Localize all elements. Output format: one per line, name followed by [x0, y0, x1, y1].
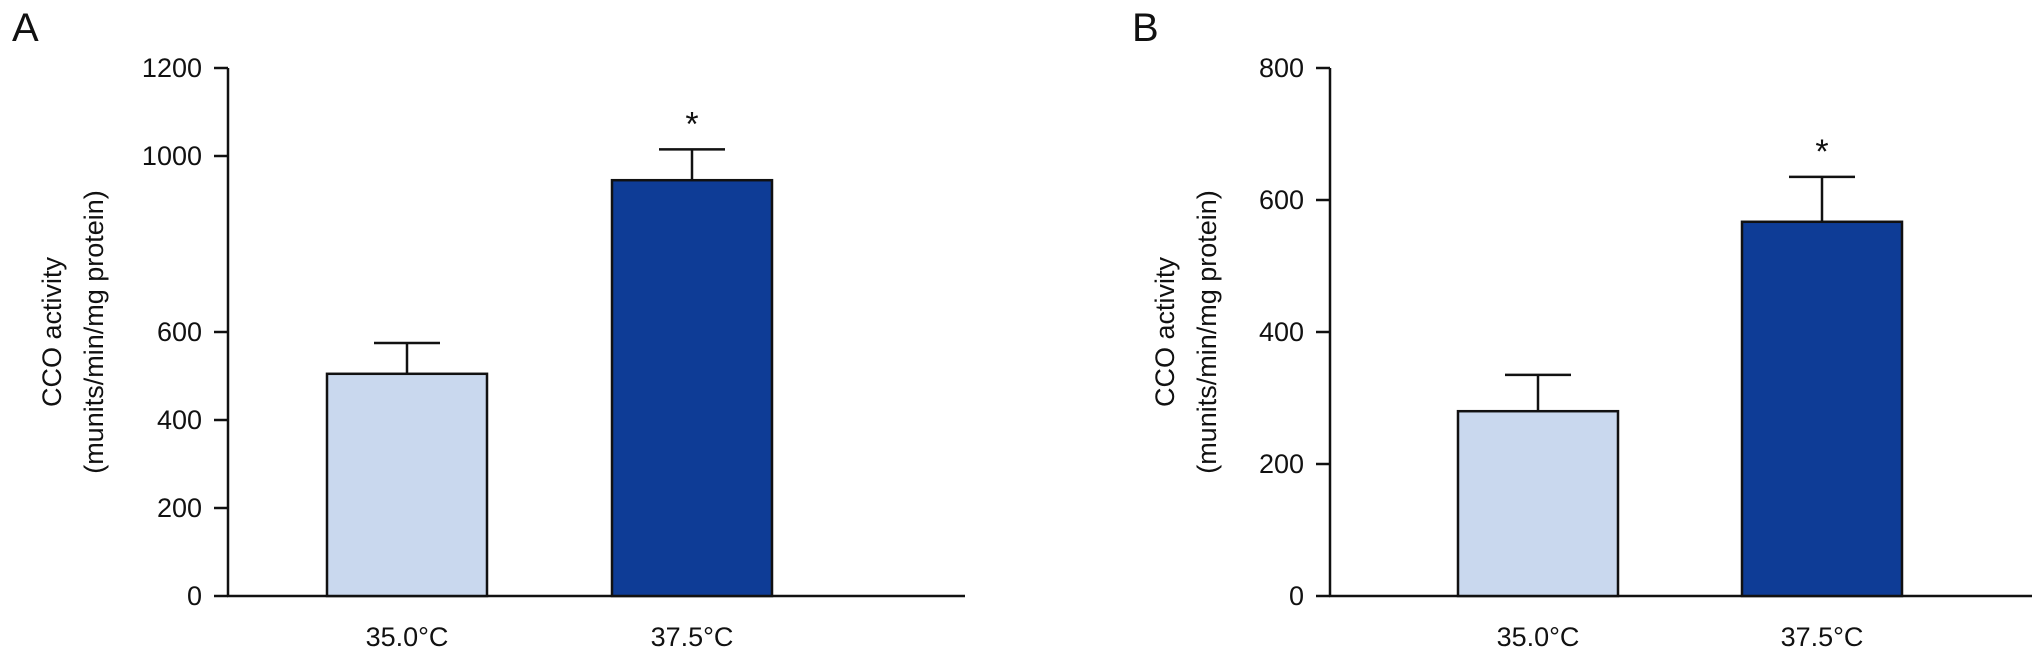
bar — [1740, 220, 1904, 598]
y-tick-label: 400 — [1259, 317, 1304, 347]
y-axis-label: CCO activity — [37, 256, 67, 407]
bar — [325, 372, 489, 598]
y-tick-label: 400 — [157, 405, 202, 435]
panel-label: B — [1132, 6, 1159, 50]
y-tick-label: 1000 — [142, 141, 202, 171]
x-category-label: 37.5°C — [1781, 622, 1864, 652]
y-axis-label: (munits/min/mg protein) — [1192, 190, 1222, 474]
significance-marker: * — [1815, 133, 1828, 171]
y-tick-label: 600 — [1259, 185, 1304, 215]
x-category-label: 37.5°C — [651, 622, 734, 652]
y-axis-label: (munits/min/mg protein) — [79, 190, 109, 474]
bar-chart-b: 0 200 400 600 800 CCO activity (munits/min/mg … — [1150, 53, 2032, 652]
y-tick-label: 600 — [157, 317, 202, 347]
y-axis-label: CCO activity — [1150, 256, 1180, 407]
y-tick-label: 200 — [157, 493, 202, 523]
y-tick-label: 0 — [187, 581, 202, 611]
bar — [610, 178, 774, 598]
y-tick-label: 200 — [1259, 449, 1304, 479]
y-tick-label: 0 — [1289, 581, 1304, 611]
x-category-label: 35.0°C — [366, 622, 449, 652]
y-tick-label: 1200 — [142, 53, 202, 83]
chart-panel-b: B 0 200 400 600 800 CCO activity (munits/min/m… — [1016, 0, 2032, 660]
chart-panel-a: A 0 200 400 600 1000 1200 CCO activity (munits/… — [12, 6, 965, 652]
bar — [1456, 409, 1620, 598]
x-category-label: 35.0°C — [1497, 622, 1580, 652]
bar-chart-a: 0 200 400 600 1000 1200 CCO activity (munits/mi… — [37, 53, 965, 652]
significance-marker: * — [685, 105, 698, 143]
panel-label: A — [12, 6, 39, 50]
y-tick-label: 800 — [1259, 53, 1304, 83]
